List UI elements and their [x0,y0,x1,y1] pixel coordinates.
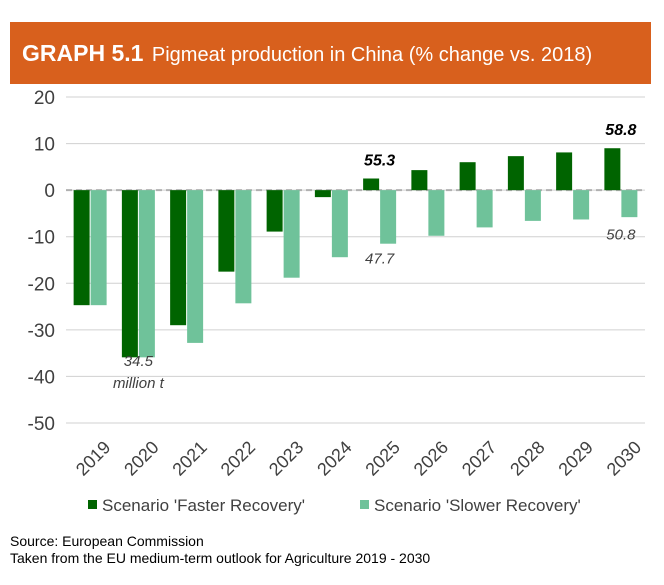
bar [476,190,493,228]
y-tick-label: 10 [34,135,55,156]
y-tick-label: -40 [28,367,55,388]
bar [218,190,235,272]
x-tick-label: 2025 [361,437,403,479]
x-tick-label: 2020 [120,437,162,479]
bar [235,190,252,304]
note-text: Taken from the EU medium-term outlook fo… [10,550,431,566]
data-label: 55.3 [364,152,395,169]
bar [121,190,138,358]
y-tick-label: -30 [28,321,55,342]
y-tick-label: -20 [28,274,55,295]
y-tick-label: 0 [44,181,55,202]
x-tick-label: 2028 [506,437,548,479]
y-tick-label: 20 [34,88,55,109]
bar [266,190,283,232]
bar [621,190,638,218]
bar [411,170,428,191]
bar [170,190,187,326]
bar [524,190,541,221]
x-tick-label: 2024 [313,437,355,479]
bar [138,190,155,358]
legend-label: Scenario 'Slower Recovery' [374,496,581,515]
bar [459,162,476,191]
bar [187,190,204,343]
graph-header: GRAPH 5.1 Pigmeat production in China (%… [10,22,651,84]
chart-title: Pigmeat production in China (% change vs… [151,44,593,66]
x-tick-label: 2023 [265,437,307,479]
bar [314,190,331,198]
x-tick-label: 2030 [603,437,645,479]
legend-swatch [360,500,369,509]
y-tick-label: -10 [28,228,55,249]
x-tick-label: 2021 [168,437,210,479]
bar [428,190,445,236]
bar [90,190,107,306]
bar [604,148,621,191]
bar [363,178,380,191]
bar [380,190,397,244]
data-label: 34.5 [124,353,154,370]
x-tick-label: 2022 [217,437,259,479]
bar [73,190,90,306]
x-tick-label: 2029 [554,437,596,479]
graph-number: GRAPH 5.1 [22,40,144,66]
x-tick-label: 2019 [72,437,114,479]
legend-swatch [88,500,97,509]
legend-label: Scenario 'Faster Recovery' [102,496,305,515]
data-label: 50.8 [606,227,636,244]
data-label: 47.7 [365,251,395,268]
footer: Source: European Commission Taken from t… [10,533,430,567]
bar [556,152,573,191]
y-tick-label: -50 [28,414,55,435]
x-tick-label: 2026 [410,437,452,479]
bar [573,190,590,220]
data-label: 58.8 [605,122,636,139]
bar [331,190,348,258]
data-label: million t [113,375,165,392]
bar [283,190,300,278]
source-text: Source: European Commission [10,533,204,549]
bar [507,156,524,191]
x-tick-label: 2027 [458,437,500,479]
header-text: GRAPH 5.1 Pigmeat production in China (%… [22,22,592,84]
